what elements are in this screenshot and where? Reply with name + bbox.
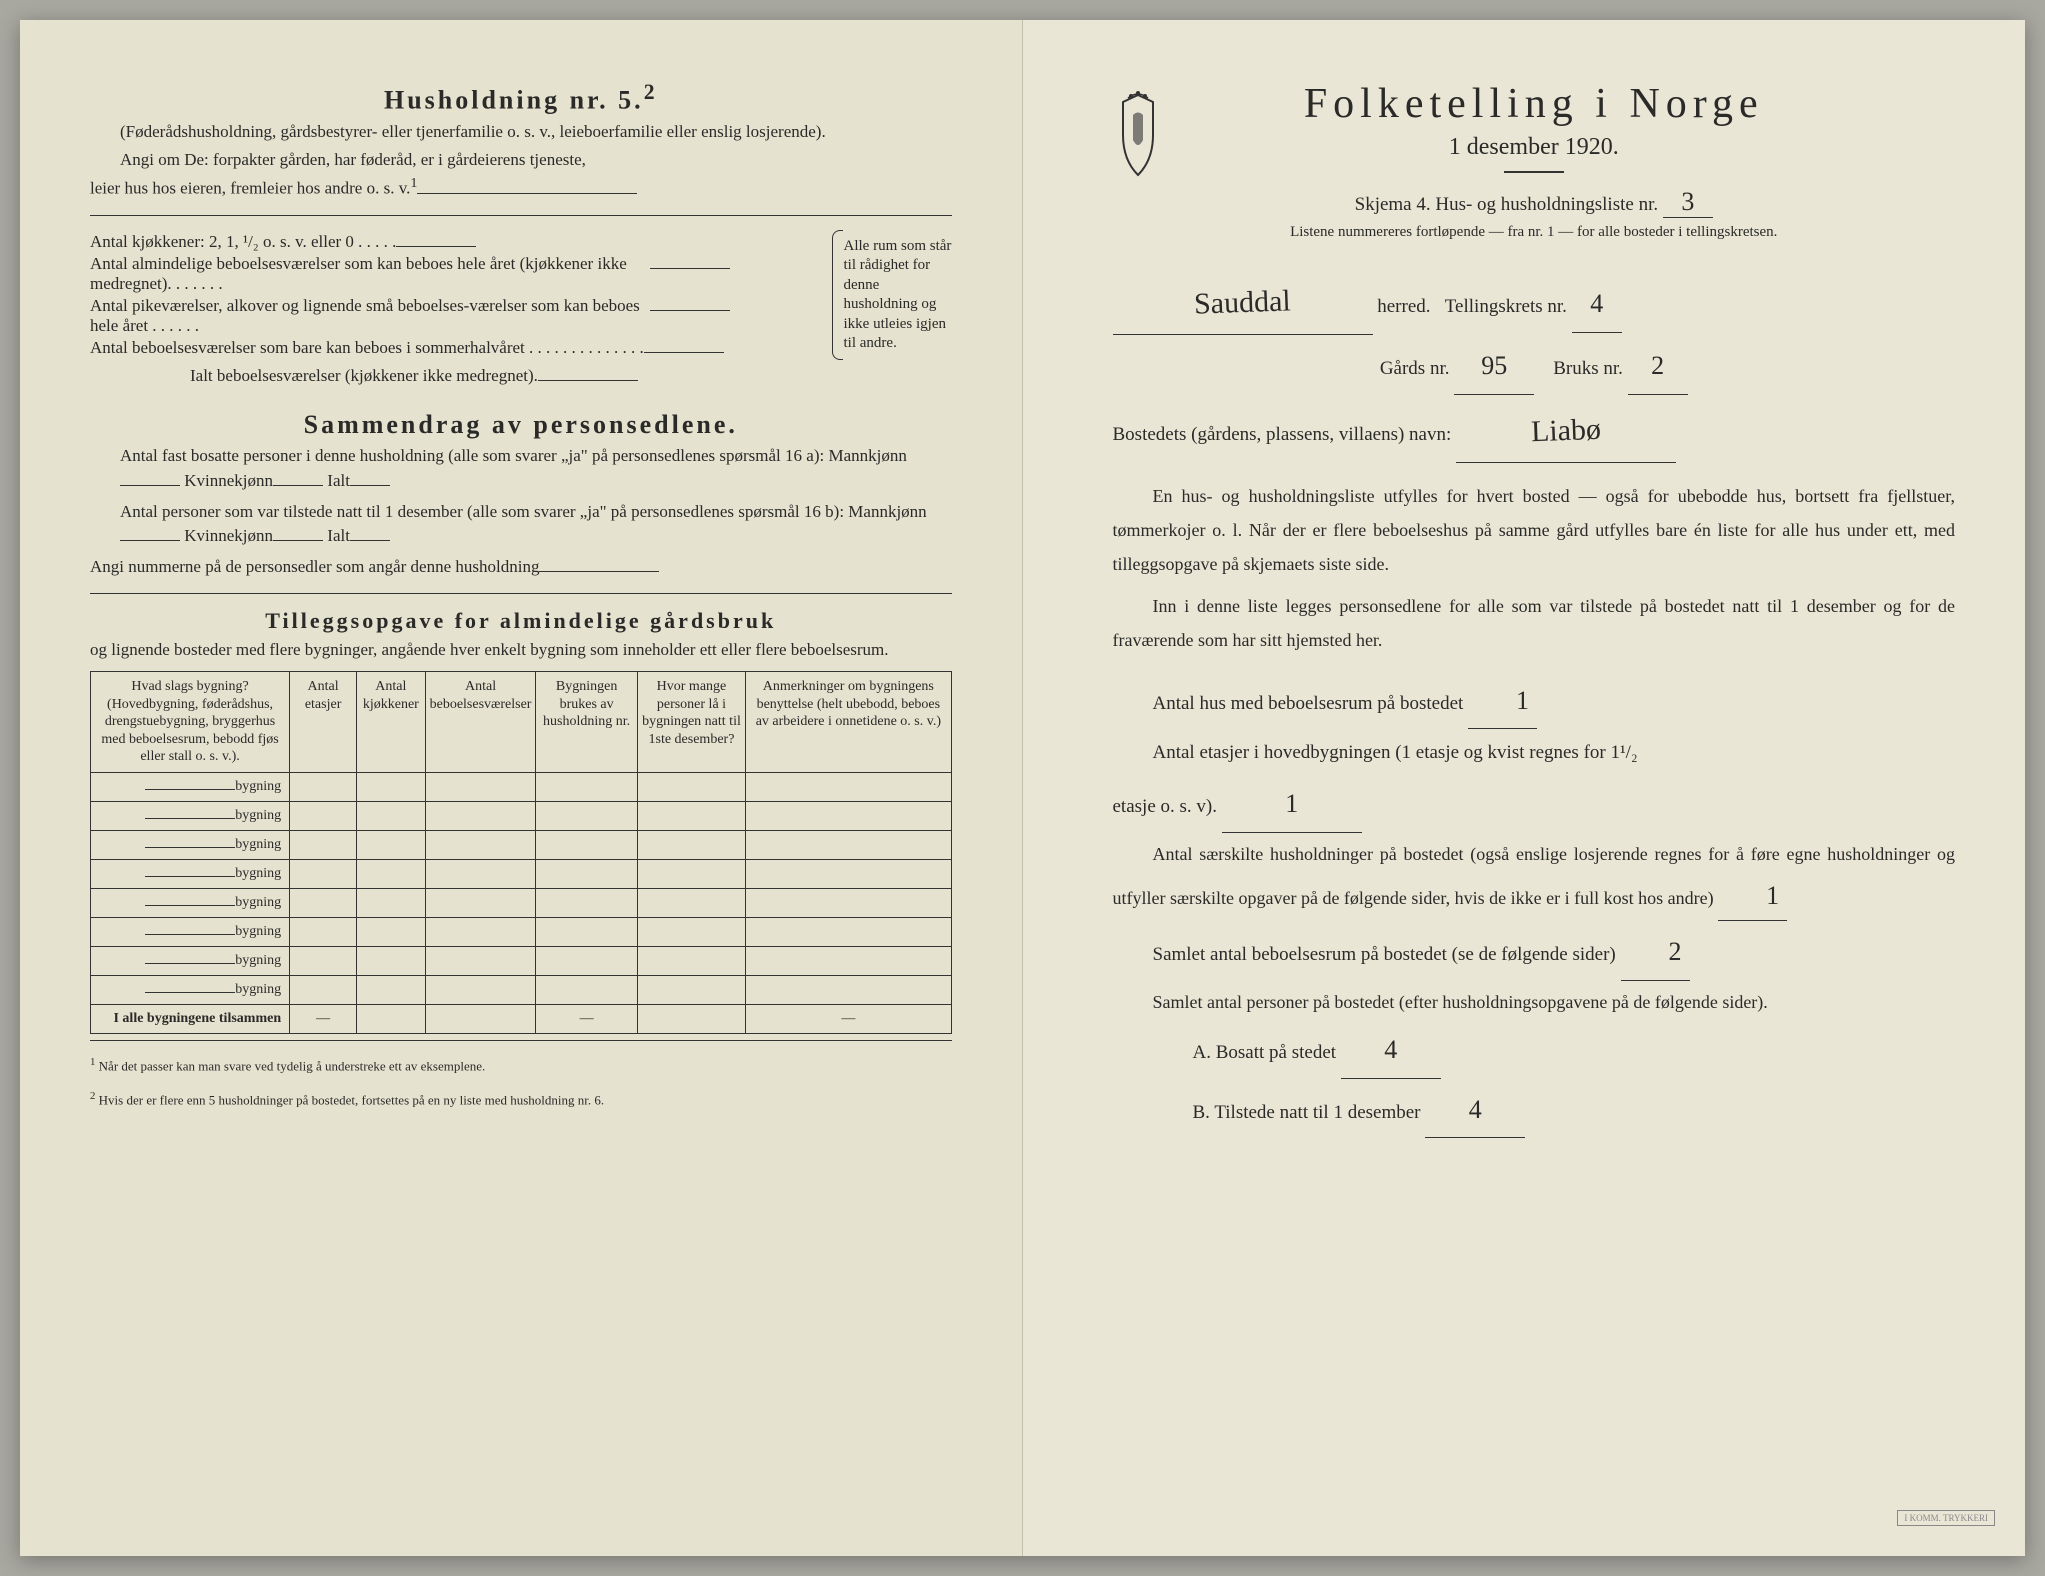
summary-line-3: Angi nummerne på de personsedler som ang…	[90, 555, 952, 580]
th-4: Bygningen brukes av husholdning nr.	[536, 672, 637, 773]
th-1: Antal etasjer	[290, 672, 357, 773]
th-6: Anmerkninger om bygningens benyttelse (h…	[746, 672, 951, 773]
coat-of-arms-icon	[1103, 90, 1173, 180]
q2b-line: etasje o. s. v). 1	[1113, 777, 1956, 833]
tillegg-title: Tilleggsopgave for almindelige gårdsbruk	[90, 608, 952, 634]
listene-note: Listene nummereres fortløpende — fra nr.…	[1113, 224, 1956, 241]
th-0: Hvad slags bygning? (Hovedbygning, føder…	[91, 672, 290, 773]
census-document: Husholdning nr. 5.2 (Føderådshusholdning…	[20, 20, 2025, 1556]
summary-line-1: Antal fast bosatte personer i denne hush…	[90, 444, 952, 493]
summary-title: Sammendrag av personsedlene.	[90, 410, 952, 440]
tillegg-sub: og lignende bosteder med flere bygninger…	[90, 638, 952, 663]
table-row: bygning	[91, 975, 952, 1004]
table-row: bygning	[91, 917, 952, 946]
room-row-1: Antal pikeværelser, alkover og lignende …	[90, 296, 832, 336]
household-title: Husholdning nr. 5.2	[90, 80, 952, 116]
qb-line: B. Tilstede natt til 1 desember 4	[1113, 1083, 1956, 1139]
left-page: Husholdning nr. 5.2 (Føderådshusholdning…	[20, 20, 1023, 1556]
table-header-row: Hvad slags bygning? (Hovedbygning, føder…	[91, 672, 952, 773]
header-block: Folketelling i Norge 1 desember 1920. Sk…	[1113, 80, 1956, 241]
bosted-line: Bostedets (gårdens, plassens, villaens) …	[1113, 399, 1956, 463]
sub-date: 1 desember 1920.	[1113, 134, 1956, 161]
q3-line: Antal særskilte husholdninger på bostede…	[1113, 837, 1956, 922]
th-5: Hvor mange personer lå i bygningen natt …	[637, 672, 745, 773]
th-2: Antal kjøkkener	[357, 672, 426, 773]
table-row: bygning	[91, 859, 952, 888]
gards-line: Gårds nr. 95 Bruks nr. 2	[1113, 339, 1956, 395]
para-1: En hus- og husholdningsliste utfylles fo…	[1113, 479, 1956, 582]
table-row: bygning	[91, 946, 952, 975]
th-3: Antal beboelsesværelser	[425, 672, 536, 773]
qa-line: A. Bosatt på stedet 4	[1113, 1023, 1956, 1079]
schema-line: Skjema 4. Hus- og husholdningsliste nr. …	[1113, 187, 1956, 218]
footnote-2: 2 Hvis der er flere enn 5 husholdninger …	[90, 1089, 952, 1110]
table-row: bygning	[91, 772, 952, 801]
household-note: (Føderådshusholdning, gårdsbestyrer- ell…	[90, 120, 952, 145]
table-row: bygning	[91, 801, 952, 830]
table-row: bygning	[91, 888, 952, 917]
table-total-row: I alle bygningene tilsammen ———	[91, 1004, 952, 1033]
rooms-brace-block: Antal kjøkkener: 2, 1, ¹/₂ o. s. v. elle…	[90, 230, 952, 360]
herred-line: Sauddal herred. Tellingskrets nr. 4	[1113, 271, 1956, 335]
angi-line-1: Angi om De: forpakter gården, har føderå…	[90, 148, 952, 173]
summary-line-2: Antal personer som var tilstede natt til…	[90, 500, 952, 549]
q5-line: Samlet antal personer på bostedet (efter…	[1113, 985, 1956, 1019]
room-row-0: Antal almindelige beboelsesværelser som …	[90, 254, 832, 294]
total-label: I alle bygningene tilsammen	[91, 1004, 290, 1033]
main-title: Folketelling i Norge	[1113, 80, 1956, 128]
room-row-2: Antal beboelsesværelser som bare kan beb…	[90, 338, 832, 358]
brace-note: Alle rum som står til rådighet for denne…	[832, 230, 952, 360]
q2-line: Antal etasjer i hovedbygningen (1 etasje…	[1113, 733, 1956, 773]
angi-line-2: leier hus hos eieren, fremleier hos andr…	[90, 173, 952, 201]
printer-stamp: I KOMM. TRYKKERI	[1897, 1510, 1995, 1526]
building-table: Hvad slags bygning? (Hovedbygning, føder…	[90, 671, 952, 1034]
kitchen-row: Antal kjøkkener: 2, 1, ¹/₂ o. s. v. elle…	[90, 232, 832, 252]
footnote-1: 1 Når det passer kan man svare ved tydel…	[90, 1055, 952, 1076]
q4-line: Samlet antal beboelsesrum på bostedet (s…	[1113, 925, 1956, 981]
q1-line: Antal hus med beboelsesrum på bostedet 1	[1113, 674, 1956, 730]
para-2: Inn i denne liste legges personsedlene f…	[1113, 589, 1956, 657]
right-page: Folketelling i Norge 1 desember 1920. Sk…	[1023, 20, 2026, 1556]
ialt-row: Ialt beboelsesværelser (kjøkkener ikke m…	[90, 366, 952, 386]
table-row: bygning	[91, 830, 952, 859]
